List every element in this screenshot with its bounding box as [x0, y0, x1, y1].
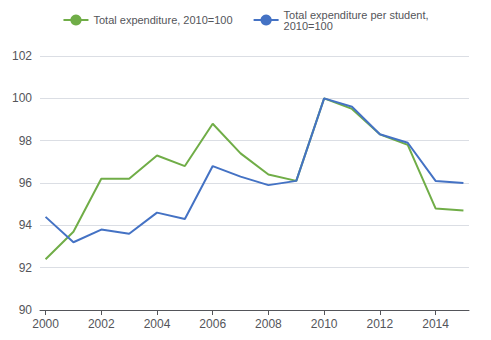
- svg-text:2010=100: 2010=100: [284, 20, 333, 32]
- svg-text:2014: 2014: [422, 317, 449, 331]
- svg-text:Total expenditure, 2010=100: Total expenditure, 2010=100: [93, 14, 232, 26]
- svg-text:98: 98: [19, 134, 33, 148]
- svg-text:102: 102: [12, 49, 32, 63]
- svg-text:96: 96: [19, 176, 33, 190]
- svg-text:94: 94: [19, 218, 33, 232]
- svg-text:92: 92: [19, 261, 33, 275]
- svg-text:90: 90: [19, 303, 33, 317]
- svg-text:2008: 2008: [255, 317, 282, 331]
- svg-text:2004: 2004: [144, 317, 171, 331]
- svg-text:2000: 2000: [32, 317, 59, 331]
- svg-text:100: 100: [12, 91, 32, 105]
- svg-text:2012: 2012: [367, 317, 394, 331]
- svg-text:Total expenditure per student,: Total expenditure per student,: [283, 8, 429, 21]
- svg-text:2006: 2006: [199, 317, 226, 331]
- svg-text:2010: 2010: [311, 317, 338, 331]
- svg-text:2002: 2002: [88, 317, 115, 331]
